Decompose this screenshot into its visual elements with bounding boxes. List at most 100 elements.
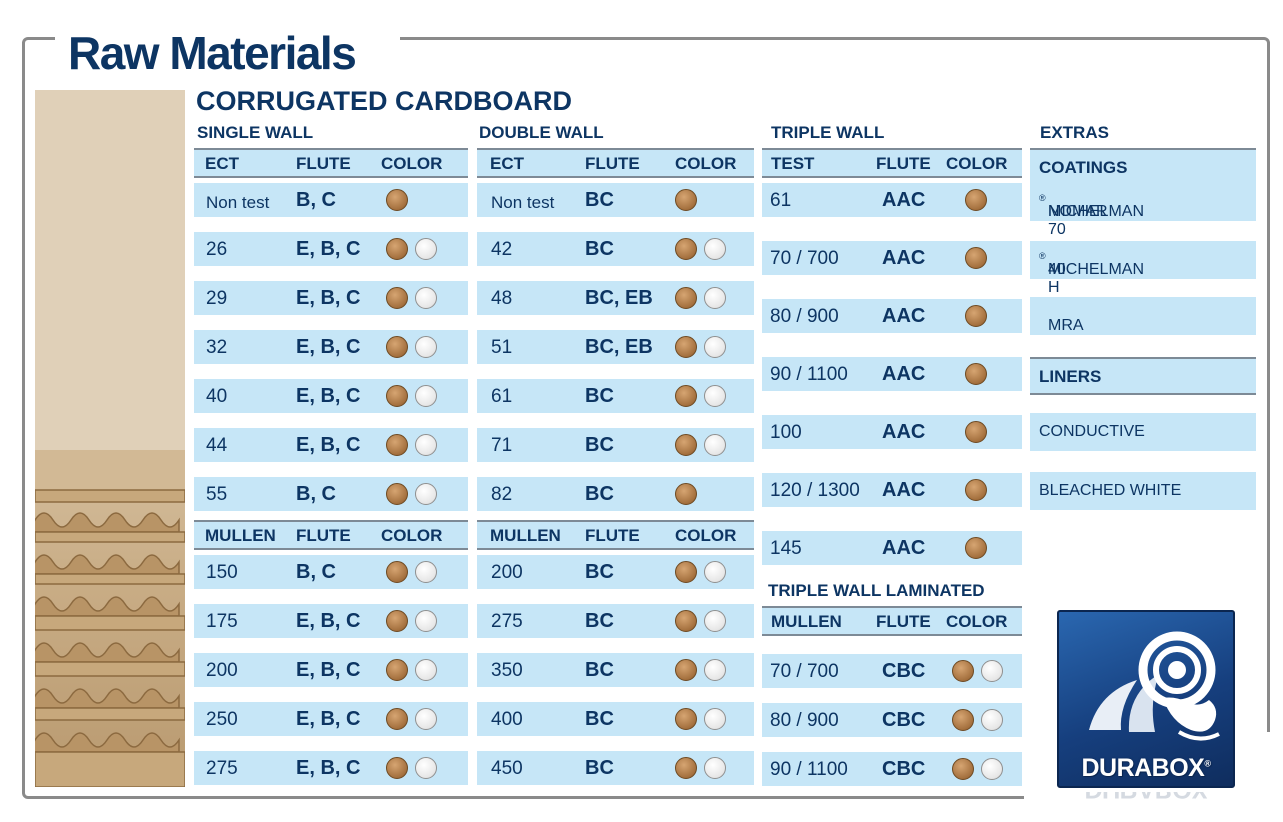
- table-header: ECT FLUTE COLOR: [477, 148, 754, 178]
- row-value: 29: [206, 288, 228, 309]
- white-color-swatch: [704, 336, 726, 358]
- column-header: FLUTE: [585, 526, 640, 545]
- brown-color-swatch: [675, 483, 697, 505]
- brown-color-swatch: [675, 610, 697, 632]
- white-color-swatch: [415, 757, 437, 779]
- white-color-swatch: [415, 385, 437, 407]
- row-flute: BC: [585, 561, 614, 583]
- row-flute: E, B, C: [296, 434, 361, 456]
- frame-title-gap: [55, 28, 400, 48]
- row-flute: E, B, C: [296, 708, 361, 730]
- row-value: Non test: [206, 193, 270, 212]
- coating-item: MRA: [1030, 297, 1256, 335]
- row-flute: BC: [585, 659, 614, 681]
- table-row: 120 / 1300 AAC: [762, 473, 1022, 507]
- brown-color-swatch: [965, 421, 987, 443]
- row-value: 32: [206, 337, 228, 358]
- white-color-swatch: [704, 238, 726, 260]
- liners-header: LINERS: [1030, 357, 1256, 395]
- brown-color-swatch: [386, 434, 408, 456]
- table-row: 400 BC: [477, 702, 754, 736]
- brown-color-swatch: [952, 660, 974, 682]
- page-frame: [22, 37, 1270, 799]
- brown-color-swatch: [386, 483, 408, 505]
- table-row: 145 AAC: [762, 531, 1022, 565]
- durabox-logo: DURABOX®: [1057, 610, 1235, 788]
- row-value: 200: [491, 562, 523, 583]
- white-color-swatch: [415, 434, 437, 456]
- table-row: 26 E, B, C: [194, 232, 468, 266]
- row-flute: BC: [585, 434, 614, 456]
- table-row: 70 / 700 AAC: [762, 241, 1022, 275]
- white-color-swatch: [704, 434, 726, 456]
- table-row: 32 E, B, C: [194, 330, 468, 364]
- liner-item: BLEACHED WHITE: [1030, 472, 1256, 510]
- white-color-swatch: [415, 561, 437, 583]
- white-color-swatch: [415, 483, 437, 505]
- row-value: 61: [770, 190, 792, 211]
- single-wall-title: SINGLE WALL: [197, 123, 314, 142]
- table-header: MULLEN FLUTE COLOR: [477, 520, 754, 550]
- white-color-swatch: [415, 610, 437, 632]
- brown-color-swatch: [952, 758, 974, 780]
- white-color-swatch: [704, 610, 726, 632]
- column-header: COLOR: [946, 612, 1008, 631]
- row-flute: CBC: [882, 758, 926, 780]
- brown-color-swatch: [965, 363, 987, 385]
- row-flute: AAC: [882, 305, 926, 327]
- table-row: 70 / 700 CBC: [762, 654, 1022, 688]
- page-title: Raw Materials: [68, 27, 357, 79]
- table-row: 29 E, B, C: [194, 281, 468, 315]
- white-color-swatch: [981, 660, 1003, 682]
- row-value: 250: [206, 709, 238, 730]
- column-header: MULLEN: [490, 526, 561, 545]
- row-value: 51: [491, 337, 513, 358]
- row-value: 70 / 700: [770, 248, 839, 269]
- column-header: FLUTE: [876, 154, 931, 173]
- table-row: 100 AAC: [762, 415, 1022, 449]
- brown-color-swatch: [386, 336, 408, 358]
- row-value: 80 / 900: [770, 710, 839, 731]
- row-flute: AAC: [882, 421, 926, 443]
- row-value: 80 / 900: [770, 306, 839, 327]
- column-header: COLOR: [381, 154, 443, 173]
- white-color-swatch: [704, 708, 726, 730]
- table-row: 90 / 1100 AAC: [762, 357, 1022, 391]
- column-header: FLUTE: [296, 154, 351, 173]
- white-color-swatch: [704, 287, 726, 309]
- row-flute: E, B, C: [296, 336, 361, 358]
- extras-title: EXTRAS: [1040, 123, 1109, 142]
- row-value: 82: [491, 484, 513, 505]
- row-flute: E, B, C: [296, 238, 361, 260]
- row-flute: BC, EB: [585, 336, 653, 358]
- table-row: 44 E, B, C: [194, 428, 468, 462]
- logo-text: DURABOX®: [1081, 754, 1211, 782]
- row-flute: BC: [585, 385, 614, 407]
- brown-color-swatch: [386, 189, 408, 211]
- table-row: 55 B, C: [194, 477, 468, 511]
- row-value: 120 / 1300: [770, 480, 860, 501]
- row-value: 48: [491, 288, 513, 309]
- ram-head-icon: [1089, 631, 1220, 741]
- row-flute: B, C: [296, 189, 336, 211]
- row-value: 200: [206, 660, 238, 681]
- column-header: COLOR: [946, 154, 1008, 173]
- brown-color-swatch: [386, 385, 408, 407]
- column-header: MULLEN: [771, 612, 842, 631]
- row-flute: AAC: [882, 537, 926, 559]
- row-flute: AAC: [882, 189, 926, 211]
- row-flute: E, B, C: [296, 757, 361, 779]
- brown-color-swatch: [675, 757, 697, 779]
- row-flute: BC: [585, 708, 614, 730]
- row-value: 350: [491, 660, 523, 681]
- row-flute: CBC: [882, 660, 926, 682]
- row-value: 61: [491, 386, 513, 407]
- brown-color-swatch: [952, 709, 974, 731]
- white-color-swatch: [415, 708, 437, 730]
- coating-label: MICHELMAN ® NOMAR 70: [1039, 193, 1145, 238]
- row-value: Non test: [491, 193, 555, 212]
- brown-color-swatch: [675, 659, 697, 681]
- row-flute: BC, EB: [585, 287, 653, 309]
- brown-color-swatch: [675, 336, 697, 358]
- liner-label: CONDUCTIVE: [1039, 423, 1145, 440]
